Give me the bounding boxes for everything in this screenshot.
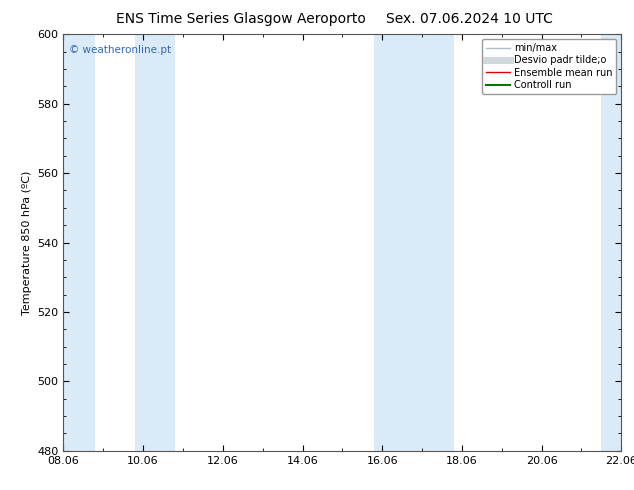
Text: ENS Time Series Glasgow Aeroporto: ENS Time Series Glasgow Aeroporto — [116, 12, 366, 26]
Bar — [374, 34, 414, 451]
Y-axis label: Temperature 850 hPa (ºC): Temperature 850 hPa (ºC) — [22, 171, 32, 315]
Legend: min/max, Desvio padr tilde;o, Ensemble mean run, Controll run: min/max, Desvio padr tilde;o, Ensemble m… — [482, 39, 616, 94]
Bar — [135, 34, 175, 451]
Bar — [414, 34, 454, 451]
Text: © weatheronline.pt: © weatheronline.pt — [69, 45, 171, 55]
Bar — [602, 34, 621, 451]
Bar — [63, 34, 95, 451]
Text: Sex. 07.06.2024 10 UTC: Sex. 07.06.2024 10 UTC — [385, 12, 553, 26]
